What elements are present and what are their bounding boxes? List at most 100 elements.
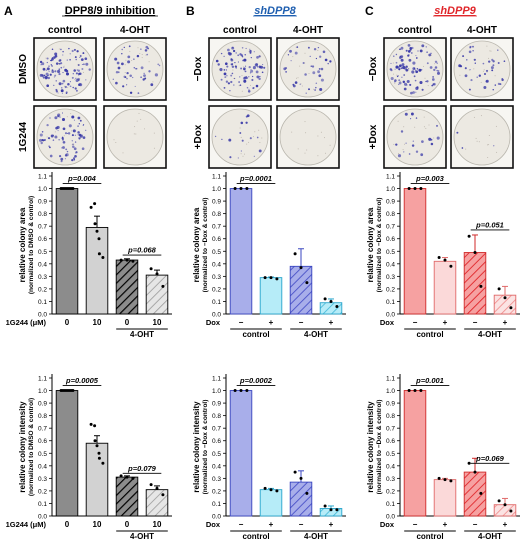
plate-column-label: 4-OHT	[120, 25, 150, 36]
speck	[64, 85, 66, 87]
data-point	[275, 489, 279, 493]
colony-dot	[315, 57, 318, 60]
y-tick-label: 0.8	[38, 413, 47, 420]
colony-dot	[251, 75, 254, 78]
data-point	[449, 264, 453, 268]
bar	[289, 481, 313, 517]
colony-dot	[77, 125, 79, 127]
speck	[124, 64, 126, 66]
y-tick-label: 0.6	[212, 236, 221, 243]
colony-dot	[405, 142, 407, 144]
plate-well	[453, 108, 511, 166]
colony-dot	[425, 80, 427, 83]
colony-dot	[126, 84, 128, 86]
colony-dot	[225, 69, 228, 71]
colony-dot	[485, 69, 489, 72]
plate-column-label: control	[398, 25, 432, 36]
colony-dot	[243, 58, 247, 62]
y-axis-label-secondary: (normalized to DMSO & control)	[28, 398, 35, 496]
colony-dot	[76, 69, 78, 71]
y-tick-label: 0.9	[386, 199, 395, 206]
colony-dot	[464, 74, 468, 78]
speck	[329, 144, 331, 146]
colony-dot	[112, 78, 114, 80]
data-point	[497, 499, 501, 503]
speck	[258, 129, 260, 131]
colony-dot	[426, 62, 429, 65]
plate-row-label: +Dox	[193, 124, 204, 149]
colony-dot	[246, 86, 249, 89]
colony-dot	[406, 79, 410, 84]
colony-dot	[283, 67, 287, 71]
plate-column-label: 4-OHT	[293, 25, 323, 36]
data-point	[437, 476, 441, 480]
speck	[232, 69, 234, 71]
colony-dot	[45, 69, 47, 71]
y-axis-label: relative colony intensity	[18, 401, 27, 493]
colony-dot	[434, 60, 438, 63]
y-axis-label: relative colony intensity	[192, 401, 201, 493]
data-point	[413, 389, 417, 392]
x-tick-label: +	[269, 520, 274, 529]
colony-dot	[248, 88, 250, 90]
x-tick-label: −	[299, 520, 304, 529]
colony-dot	[49, 146, 51, 149]
speck	[233, 78, 235, 79]
bar	[145, 489, 169, 517]
colony-dot	[154, 73, 158, 77]
speck	[49, 138, 51, 140]
data-point	[335, 508, 339, 512]
p-value-label: p=0.068	[127, 246, 157, 255]
speck	[423, 65, 424, 67]
y-tick-label: 0.0	[212, 312, 221, 319]
colony-dot	[50, 134, 54, 138]
x-tick-label: 0	[65, 520, 70, 529]
speck	[433, 137, 435, 139]
colony-dot	[432, 83, 435, 86]
colony-dot	[43, 138, 47, 142]
colony-dot	[84, 57, 88, 61]
colony-dot	[421, 69, 423, 71]
colony-dot	[114, 57, 118, 61]
x-tick-label: 10	[153, 318, 162, 327]
colony-dot	[45, 72, 49, 76]
colony-dot	[436, 62, 438, 64]
colony-dot	[63, 66, 65, 68]
colony-dot	[71, 134, 74, 137]
speck	[396, 74, 398, 76]
colony-dot	[146, 53, 149, 56]
colony-dot	[60, 66, 63, 69]
colony-dot	[430, 138, 433, 141]
group-label: 4-OHT	[130, 330, 154, 339]
y-axis-label: relative colony intensity	[366, 401, 375, 493]
colony-dot	[425, 46, 427, 48]
speck	[291, 131, 293, 133]
colony-plate	[450, 37, 514, 101]
x-tick-label: +	[269, 318, 274, 327]
colony-dot	[74, 56, 77, 59]
bar	[229, 188, 253, 315]
data-point	[149, 483, 153, 487]
colony-dot	[75, 152, 77, 154]
speck	[259, 142, 261, 143]
colony-dot	[428, 53, 432, 57]
bar	[403, 188, 427, 315]
colony-dot	[157, 63, 159, 66]
colony-dot	[415, 57, 418, 59]
data-point	[407, 389, 411, 392]
speck	[428, 124, 430, 126]
colony-dot	[287, 54, 290, 56]
colony-dot	[311, 65, 315, 68]
colony-dot	[142, 78, 145, 81]
x-tick-label: 10	[93, 520, 102, 529]
speck	[325, 152, 326, 154]
colony-dot	[115, 81, 118, 85]
colony-dot	[302, 61, 305, 65]
y-axis-label: relative colony area	[366, 207, 375, 282]
colony-dot	[215, 59, 219, 63]
colony-dot	[390, 76, 394, 81]
colony-dot	[57, 115, 60, 118]
colony-dot	[252, 66, 256, 70]
colony-dot	[235, 52, 237, 54]
group-label: 4-OHT	[304, 532, 328, 541]
